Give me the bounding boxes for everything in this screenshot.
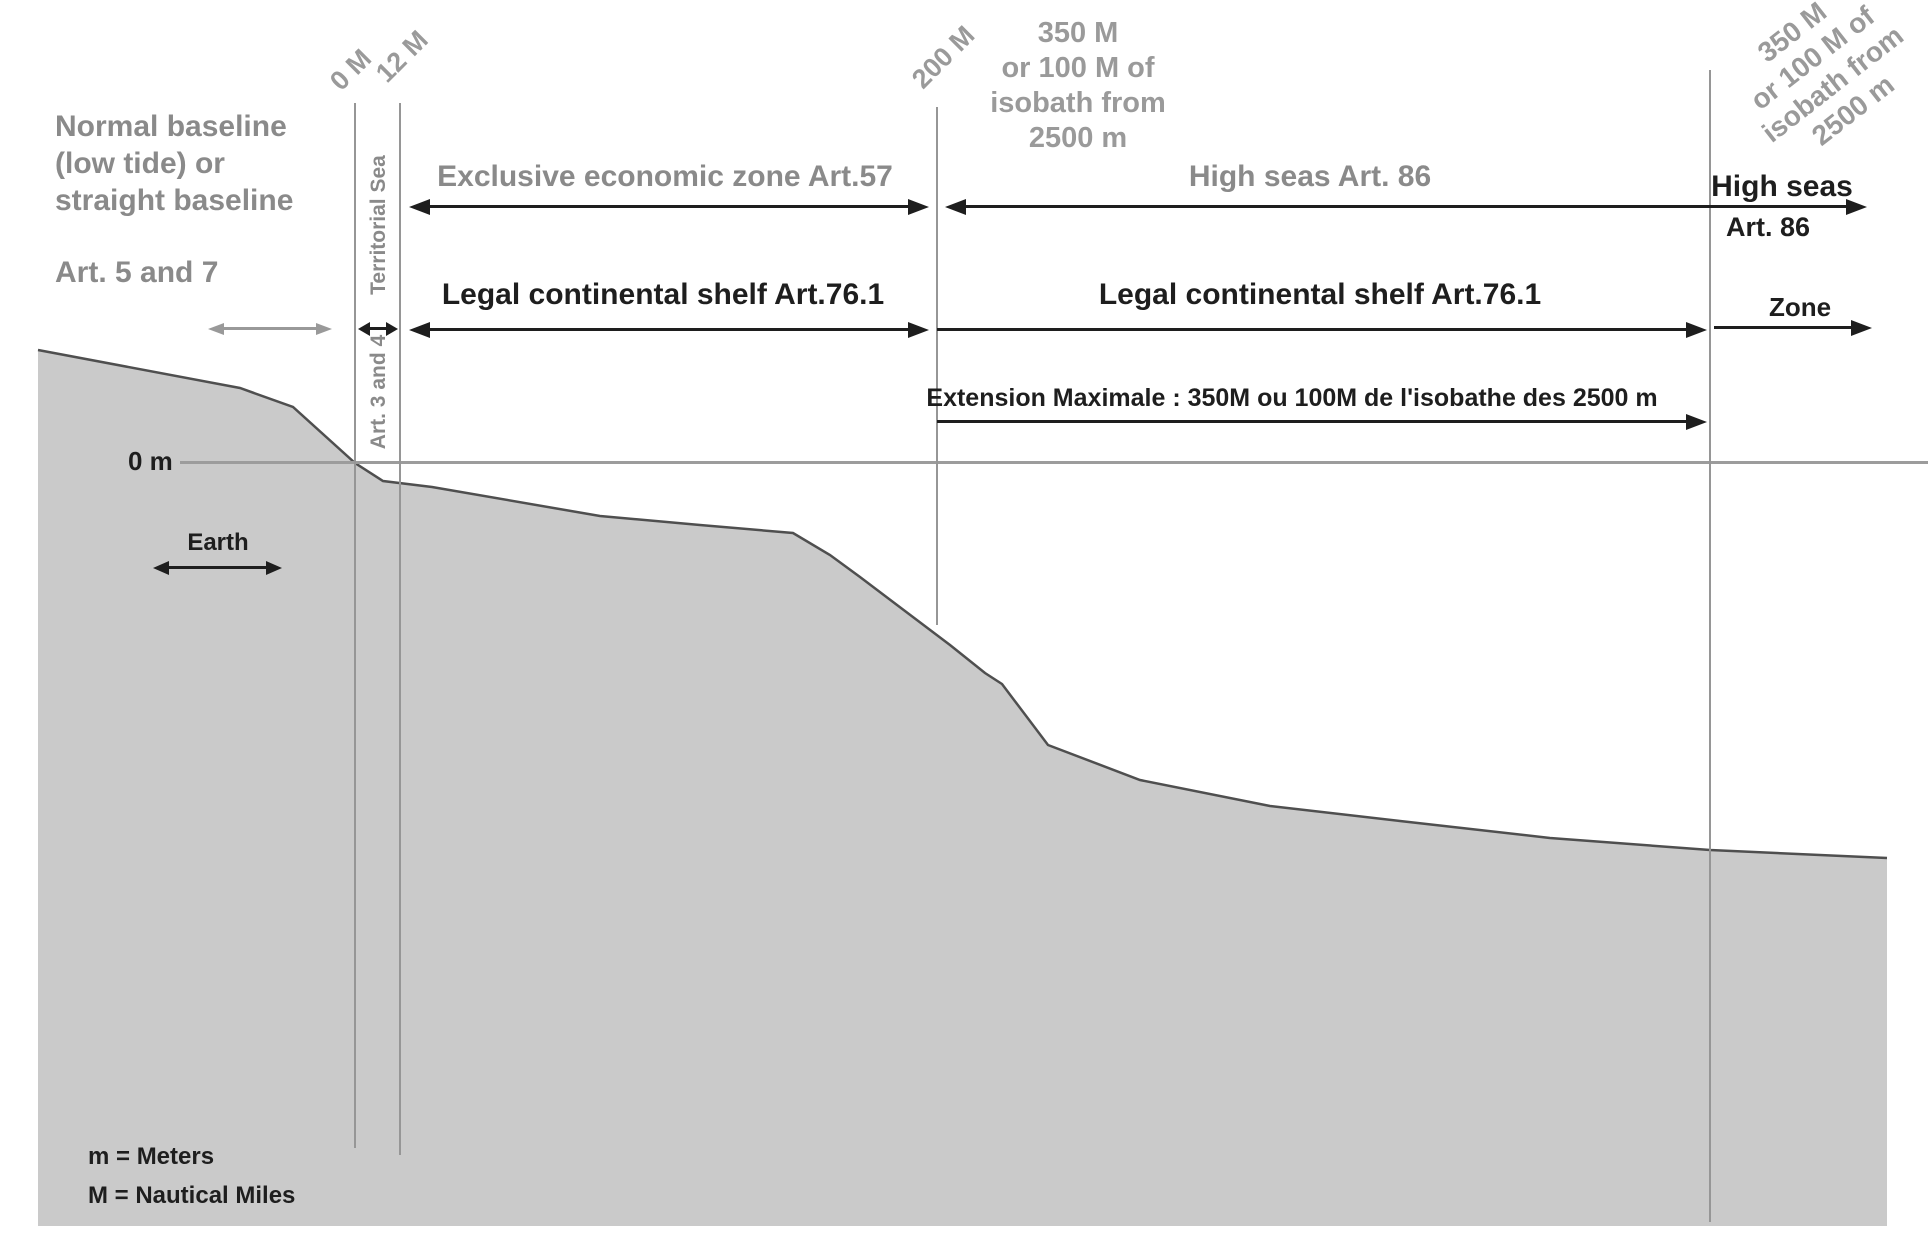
- eez-arrow-left-head: [409, 198, 430, 215]
- earth-arrow-left-head: [153, 560, 169, 575]
- high-seas-arrow-left-head: [945, 198, 966, 215]
- shelf-left-label: Legal continental shelf Art.76.1: [441, 278, 885, 311]
- earth-arrow-right-head: [266, 560, 282, 575]
- shelf-right-arrow-head: [1686, 321, 1707, 338]
- earth-label: Earth: [187, 529, 249, 556]
- limit-200m-line: [936, 107, 938, 625]
- terrain-surface-outline: [37, 348, 1888, 860]
- isobath-center-line2: or 100 M of: [1001, 52, 1155, 84]
- high-seas-arrow: [945, 198, 1867, 215]
- high-seas-right-label: High seas: [1711, 170, 1853, 203]
- baseline-line1: Normal baseline: [55, 110, 287, 143]
- zone-label: Zone: [1768, 292, 1832, 322]
- shelf-right-arrow: [937, 321, 1707, 338]
- baseline-line2: (low tide) or: [55, 147, 225, 180]
- high-seas-arrow-right-head: [1846, 198, 1867, 215]
- baseline-extent-arrow: [208, 322, 332, 335]
- territorial-sea-articles-label: Art. 3 and 4: [367, 334, 390, 450]
- territorial-sea-width-arrow: [358, 321, 398, 336]
- baseline-text-block: Normal baseline (low tide) or straight b…: [55, 108, 293, 219]
- zone-arrow: [1714, 319, 1872, 336]
- territorial-sea-label: Territorial Sea: [367, 155, 390, 295]
- baseline-0m-line: [354, 103, 356, 1148]
- shelf-left-arrow-right-head: [908, 321, 929, 338]
- zone-arrow-head: [1851, 319, 1872, 336]
- limit-350m-line: [1709, 70, 1711, 1222]
- eez-label: Exclusive economic zone Art.57: [437, 160, 893, 193]
- isobath-center-line4: 2500 m: [1028, 122, 1128, 154]
- sea-level-line: [180, 461, 1928, 464]
- sea-level-label: 0 m: [128, 446, 173, 476]
- limit-12m-line: [399, 103, 401, 1155]
- isobath-center-line3: isobath from: [990, 87, 1166, 119]
- eez-arrow-right-head: [908, 198, 929, 215]
- baseline-extent-arrow-right-head: [316, 322, 332, 335]
- legend-nautical-miles: M = Nautical Miles: [88, 1182, 296, 1209]
- extension-maximale-arrow-head: [1686, 413, 1707, 430]
- high-seas-label: High seas Art. 86: [1188, 160, 1432, 193]
- extension-maximale-label: Extension Maximale : 350M ou 100M de l'i…: [926, 384, 1658, 412]
- isobath-center-block: 350 M or 100 M of isobath from 2500 m: [990, 16, 1166, 156]
- territorial-sea-arrow-right-head: [386, 321, 398, 336]
- isobath-center-line1: 350 M: [1037, 17, 1119, 49]
- terrain-fill: [38, 350, 1887, 1226]
- earth-extent-arrow: [153, 560, 282, 575]
- extension-maximale-arrow: [937, 413, 1707, 430]
- baseline-extent-arrow-left-head: [208, 322, 224, 335]
- eez-arrow: [409, 198, 929, 215]
- high-seas-right-articles: Art. 86: [1725, 212, 1811, 242]
- shelf-left-arrow-left-head: [409, 321, 430, 338]
- legend-meters: m = Meters: [88, 1143, 215, 1170]
- shelf-left-arrow: [409, 321, 929, 338]
- territorial-sea-arrow-left-head: [358, 321, 370, 336]
- baseline-line3: straight baseline: [55, 184, 294, 217]
- baseline-articles-label: Art. 5 and 7: [55, 256, 219, 289]
- shelf-right-label: Legal continental shelf Art.76.1: [1098, 278, 1542, 311]
